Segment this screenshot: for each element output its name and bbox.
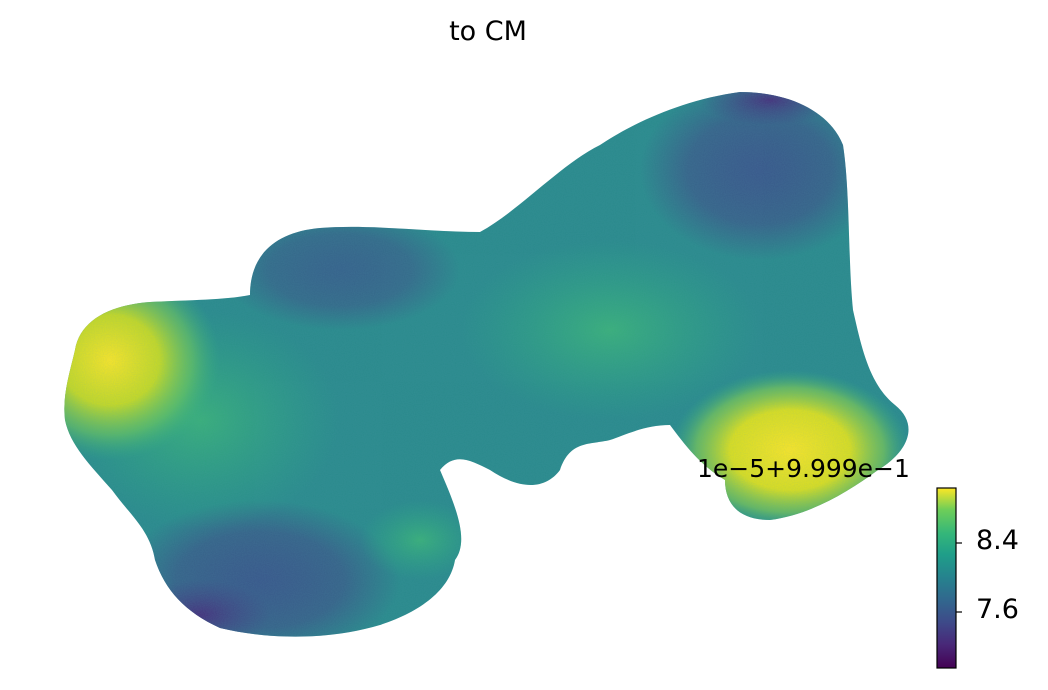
colorbar (936, 487, 957, 669)
chart-title: to CM (449, 16, 527, 47)
colorbar-tick-label-7.6: 7.6 (976, 594, 1019, 625)
colorbar-tick-label-8.4: 8.4 (976, 525, 1019, 556)
colorbar-offset-label: 1e−5+9.999e−1 (697, 454, 910, 483)
